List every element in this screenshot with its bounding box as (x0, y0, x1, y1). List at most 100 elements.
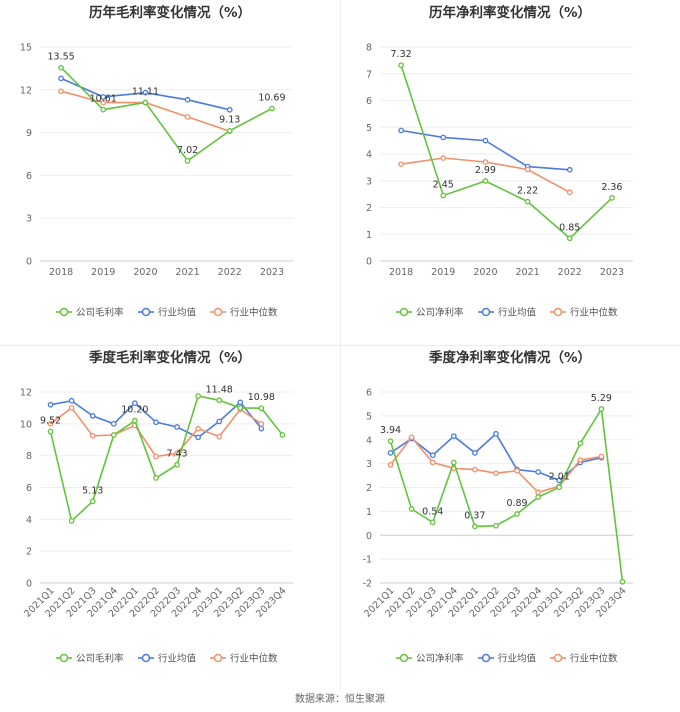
data-source-note: 数据来源：恒生聚源 (295, 694, 385, 705)
data-point (47, 428, 54, 435)
data-point (535, 494, 541, 500)
quarterly-gross-margin-chart: 季度毛利率变化情况（%） 0 2 4 6 8 10 12 2021Q1 2021Q2 2021Q3 2… (0, 345, 340, 690)
data-point (153, 475, 159, 481)
data-label: 11.48 (206, 384, 233, 395)
data-label: 2.22 (517, 186, 538, 197)
x-tick-label: 2022 (558, 267, 582, 278)
legend-marker-icon (481, 653, 491, 663)
data-point (110, 420, 117, 427)
data-point (174, 450, 180, 457)
legend-marker-icon (481, 307, 491, 317)
x-tick-label: 2019 (431, 267, 455, 278)
legend-marker-icon (213, 653, 223, 663)
data-point (514, 467, 520, 474)
y-tick-label: 6 (366, 96, 372, 107)
data-point (153, 419, 159, 426)
data-point (68, 405, 75, 411)
y-tick-label: 10 (20, 419, 32, 430)
data-point (556, 484, 563, 491)
series-line-2 (50, 406, 262, 458)
series-line-0 (49, 395, 284, 523)
legend-marker-icon (141, 307, 151, 317)
data-point (472, 523, 478, 530)
data-point (429, 459, 436, 466)
quarterly-net-margin-chart: 季度净利率变化情况（%） -2 -1 0 1 2 3 4 5 6 2021Q1 2021Q2 2021Q… (340, 345, 680, 690)
data-point (440, 192, 447, 199)
data-point (269, 105, 275, 112)
y-tick-label: 2 (366, 483, 372, 494)
data-point (472, 466, 478, 473)
annual-gross-margin-chart: 历年毛利率变化情况（%） 0 3 6 9 12 15 2018 2019 2020 2021 2022… (0, 0, 340, 345)
data-label: 11.11 (132, 86, 159, 97)
y-tick-label: 0 (26, 579, 32, 590)
y-tick-label: 2 (366, 203, 372, 214)
data-point (89, 432, 96, 439)
data-point (100, 94, 107, 100)
data-point (598, 406, 605, 412)
data-point (195, 425, 201, 432)
data-point (195, 434, 201, 441)
data-label: 0.85 (559, 222, 580, 233)
legend-marker-icon (553, 307, 563, 317)
legend-marker-icon (399, 307, 409, 317)
data-point (174, 461, 180, 468)
data-point (408, 434, 415, 441)
legend-label: 行业均值 (158, 307, 197, 319)
series-line-0 (60, 67, 273, 162)
data-label: 0.89 (506, 498, 527, 509)
data-point (429, 452, 436, 459)
annual-net-margin-svg: 历年净利率变化情况（%） 0 1 2 3 4 5 6 7 8 2018 2019 2020 2021 202… (366, 4, 633, 319)
series-line-0 (400, 64, 613, 240)
legend-marker-icon (399, 653, 409, 663)
data-point (142, 99, 149, 106)
annual-net-margin-chart: 历年净利率变化情况（%） 0 1 2 3 4 5 6 7 8 2018 2019 2020 2021 202… (340, 0, 680, 345)
x-tick-label: 2021 (175, 267, 199, 278)
data-label: 2.45 (433, 179, 454, 190)
data-label: 7.43 (166, 449, 187, 460)
x-tick-label: 2020 (133, 267, 157, 278)
data-point (450, 459, 457, 466)
chart-title: 历年毛利率变化情况（%） (89, 4, 251, 21)
legend-label: 行业均值 (498, 307, 537, 319)
data-point (524, 166, 531, 173)
legend-label: 公司净利率 (416, 653, 464, 665)
data-label: 2.36 (601, 182, 622, 193)
chart-title: 季度毛利率变化情况（%） (88, 349, 251, 366)
data-point (258, 425, 265, 432)
legend-label: 行业中位数 (570, 307, 618, 319)
legend-marker-icon (59, 653, 69, 663)
y-tick-label: 6 (26, 171, 32, 182)
data-point (472, 450, 478, 456)
data-point (216, 397, 223, 404)
x-tick-label: 2018 (389, 267, 413, 278)
data-point (258, 420, 265, 427)
data-point (68, 397, 75, 404)
data-point (226, 106, 233, 113)
data-label: 5.13 (82, 485, 103, 496)
legend-label: 公司毛利率 (76, 653, 124, 665)
data-point (279, 432, 286, 438)
data-point (58, 88, 64, 95)
data-label: 0.54 (422, 506, 443, 517)
data-label: 3.94 (380, 425, 401, 436)
data-point (100, 99, 107, 106)
data-point (47, 401, 54, 408)
y-tick-label: 0 (366, 531, 372, 542)
legend-label: 行业中位数 (570, 653, 618, 665)
data-point (493, 470, 499, 477)
y-tick-label: 9 (26, 128, 32, 139)
data-label: 2.99 (475, 165, 496, 176)
data-point (89, 413, 96, 419)
x-tick-label: 2018 (49, 267, 73, 278)
legend-marker-icon (553, 653, 563, 663)
data-point (387, 438, 394, 445)
data-point (598, 453, 605, 460)
y-tick-label: 12 (20, 388, 32, 399)
data-point (440, 155, 447, 161)
data-point (237, 405, 244, 411)
data-label: 9.13 (219, 115, 240, 126)
data-label: 5.29 (591, 393, 612, 404)
data-point (577, 457, 584, 463)
data-point (482, 137, 489, 144)
data-point (493, 430, 499, 437)
